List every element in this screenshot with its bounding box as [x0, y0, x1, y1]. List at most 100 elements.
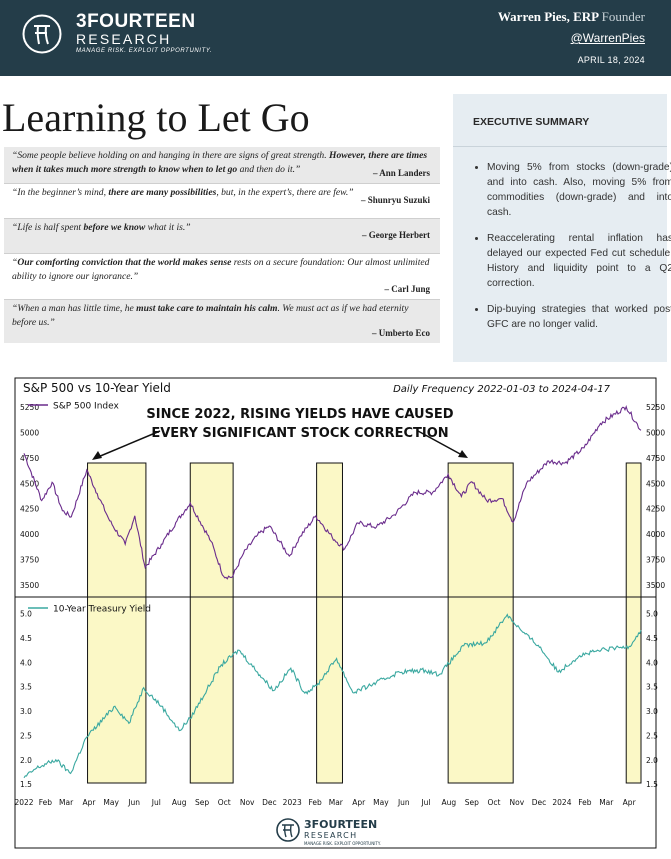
- summary-heading: EXECUTIVE SUMMARY: [473, 116, 590, 128]
- x-tick-label: Nov: [240, 798, 255, 807]
- brand-wordmark: 3FOURTEEN RESEARCH MANAGE RISK. EXPLOIT …: [76, 12, 212, 56]
- quote-text: “In the beginner’s mind, there are many …: [12, 187, 354, 198]
- y-tick-label-right: 5.0: [646, 610, 658, 619]
- y-tick-label-left: 3500: [20, 581, 39, 590]
- y-tick-label-right: 4.0: [646, 658, 658, 667]
- quote-text: “Our comforting conviction that the worl…: [12, 257, 430, 282]
- quote-author: – Ann Landers: [372, 167, 430, 178]
- x-tick-label: Apr: [352, 798, 366, 807]
- correction-highlight: [625, 462, 642, 784]
- correction-highlight: [447, 462, 514, 784]
- report-header: 3FOURTEEN RESEARCH MANAGE RISK. EXPLOIT …: [0, 0, 671, 76]
- quote-text: “Life is half spent before we know what …: [12, 222, 191, 233]
- x-tick-label: Mar: [599, 798, 614, 807]
- y-tick-label-left: 3750: [20, 555, 39, 564]
- x-tick-label: Nov: [510, 798, 525, 807]
- y-tick-label-right: 4.5: [646, 634, 658, 643]
- x-tick-label: Jun: [397, 798, 410, 807]
- y-tick-label-left: 4750: [20, 454, 39, 463]
- x-tick-label: Jul: [420, 798, 430, 807]
- y-tick-label-left: 4.0: [20, 658, 32, 667]
- x-tick-label: Dec: [262, 798, 277, 807]
- correction-highlight: [316, 462, 343, 784]
- author-name: Warren Pies, ERP: [497, 9, 599, 24]
- footer-logo-icon: [276, 818, 300, 842]
- y-tick-label-left: 1.5: [20, 780, 32, 789]
- quote-item: “Life is half spent before we know what …: [4, 218, 440, 253]
- x-tick-label: Sep: [465, 798, 479, 807]
- quote-item: “Our comforting conviction that the worl…: [4, 253, 440, 299]
- x-tick-label: 2022: [14, 798, 33, 807]
- x-tick-label: Feb: [578, 798, 592, 807]
- y-tick-label-right: 3750: [646, 555, 665, 564]
- y-tick-label-left: 3.0: [20, 707, 32, 716]
- chart-annotation-line2: EVERY SIGNIFICANT STOCK CORRECTION: [151, 426, 448, 441]
- brand-tagline: MANAGE RISK. EXPLOIT OPPORTUNITY.: [76, 48, 213, 54]
- x-tick-label: 2023: [283, 798, 302, 807]
- sp500-vs-yield-chart: S&P 500 vs 10-Year Yield Daily Frequency…: [14, 377, 665, 849]
- legend-label: 10-Year Treasury Yield: [53, 605, 151, 615]
- x-tick-label: Oct: [218, 798, 231, 807]
- brand-logo-icon: [22, 14, 62, 54]
- x-tick-label: Aug: [442, 798, 457, 807]
- quote-text: “When a man has little time, he must tak…: [12, 303, 409, 328]
- brand-line1: 3FOURTEEN: [76, 11, 196, 32]
- quote-item: “In the beginner’s mind, there are many …: [4, 183, 440, 218]
- x-tick-label: Oct: [487, 798, 500, 807]
- x-tick-label: 2024: [552, 798, 571, 807]
- x-tick-label: May: [103, 798, 119, 807]
- executive-summary: EXECUTIVE SUMMARY Moving 5% from stocks …: [453, 94, 671, 362]
- x-tick-label: Dec: [532, 798, 547, 807]
- y-tick-label-right: 4500: [646, 479, 665, 488]
- y-tick-label-right: 3.0: [646, 707, 658, 716]
- correction-highlight: [87, 462, 147, 784]
- x-tick-label: May: [373, 798, 389, 807]
- y-tick-label-left: 2.5: [20, 731, 32, 740]
- y-tick-label-right: 4750: [646, 454, 665, 463]
- legend-label: S&P 500 Index: [53, 402, 120, 412]
- series-line: [23, 405, 642, 580]
- quote-item: “When a man has little time, he must tak…: [4, 299, 440, 343]
- summary-item: Moving 5% from stocks (down-grade) and i…: [487, 160, 671, 220]
- author-handle-link[interactable]: @WarrenPies: [570, 31, 645, 45]
- summary-item: Dip-buying strategies that worked post G…: [487, 302, 671, 332]
- x-tick-label: Mar: [59, 798, 74, 807]
- y-tick-label-left: 2.0: [20, 756, 32, 765]
- x-tick-label: Sep: [195, 798, 209, 807]
- correction-highlight: [189, 462, 234, 784]
- chart-annotation-line1: SINCE 2022, RISING YIELDS HAVE CAUSED: [146, 407, 453, 422]
- y-tick-label-right: 3500: [646, 581, 665, 590]
- x-tick-label: Apr: [83, 798, 97, 807]
- x-tick-label: Mar: [329, 798, 344, 807]
- quote-author: – Carl Jung: [384, 283, 430, 294]
- y-tick-label-right: 4000: [646, 530, 665, 539]
- quote-author: – Umberto Eco: [372, 327, 430, 338]
- chart-panel: S&P 500 vs 10-Year Yield Daily Frequency…: [0, 373, 671, 854]
- x-tick-label: Jun: [127, 798, 140, 807]
- y-tick-label-left: 4000: [20, 530, 39, 539]
- summary-list: Moving 5% from stocks (down-grade) and i…: [471, 160, 671, 343]
- y-tick-label-left: 5.0: [20, 610, 32, 619]
- y-tick-label-left: 5250: [20, 403, 39, 412]
- y-tick-label-left: 4.5: [20, 634, 32, 643]
- quote-author: – George Herbert: [362, 230, 430, 240]
- summary-divider: [453, 146, 667, 147]
- x-tick-label: Feb: [39, 798, 53, 807]
- x-tick-label: Feb: [308, 798, 322, 807]
- annotation-arrows: [92, 430, 468, 460]
- y-tick-label-left: 5000: [20, 429, 39, 438]
- author-role: Founder: [601, 9, 645, 24]
- x-tick-label: Aug: [172, 798, 187, 807]
- y-tick-label-left: 4250: [20, 505, 39, 514]
- footer-tagline: MANAGE RISK. EXPLOIT OPPORTUNITY.: [304, 841, 381, 846]
- footer-brand-line2: RESEARCH: [304, 831, 357, 840]
- y-tick-label-right: 5250: [646, 403, 665, 412]
- chart-title: S&P 500 vs 10-Year Yield: [23, 381, 171, 395]
- quote-list: “Some people believe holding on and hang…: [4, 147, 440, 343]
- quote-author: – Shunryu Suzuki: [360, 195, 430, 205]
- report-date: APRIL 18, 2024: [577, 55, 645, 65]
- y-tick-label-right: 2.0: [646, 756, 658, 765]
- footer-brand-line1: 3FOURTEEN: [304, 818, 377, 831]
- footer-logo: 3FOURTEEN RESEARCH MANAGE RISK. EXPLOIT …: [276, 818, 381, 846]
- x-tick-label: Jul: [151, 798, 161, 807]
